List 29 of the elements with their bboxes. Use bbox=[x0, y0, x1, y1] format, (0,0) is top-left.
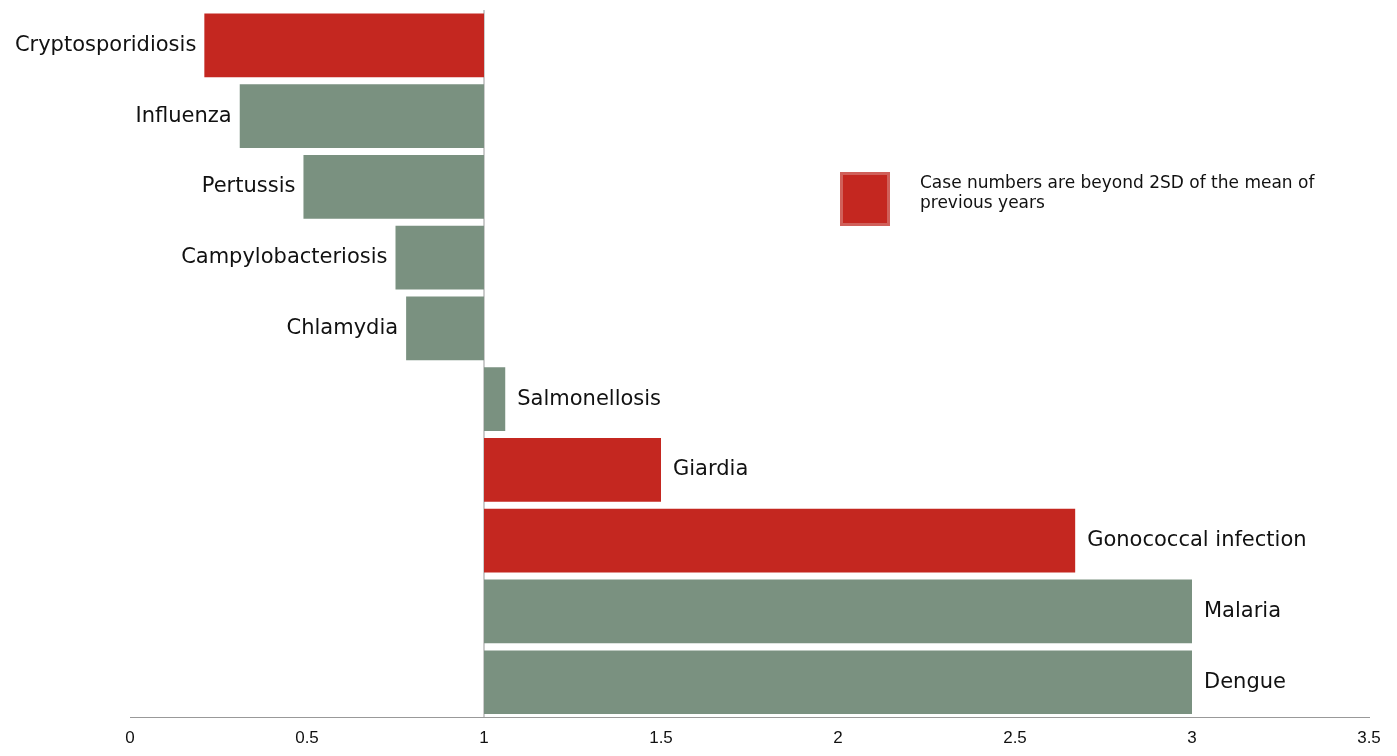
y-tick-label: Salmonellosis bbox=[517, 385, 662, 410]
x-tick-label: 2.5 bbox=[1003, 728, 1027, 748]
bar bbox=[484, 367, 506, 432]
bar bbox=[406, 296, 484, 361]
bar bbox=[484, 438, 661, 502]
bar bbox=[303, 155, 484, 219]
bar bbox=[204, 13, 484, 78]
bar bbox=[395, 225, 484, 290]
x-tick-label: 3.5 bbox=[1357, 728, 1381, 748]
y-tick-label: Gonococcal infection bbox=[1087, 527, 1307, 552]
x-tick-label: 0.5 bbox=[295, 728, 319, 748]
y-tick-label: Pertussis bbox=[201, 173, 296, 198]
x-tick-label: 1.5 bbox=[649, 728, 673, 748]
bar bbox=[239, 84, 484, 148]
y-tick-label: Malaria bbox=[1204, 597, 1282, 622]
bar bbox=[484, 508, 1076, 573]
y-tick-label: Dengue bbox=[1204, 668, 1286, 693]
y-tick-label: Cryptosporidiosis bbox=[14, 31, 197, 56]
text: Case numbers are beyond 2SD of the mean of previous years bbox=[920, 172, 1316, 214]
bar bbox=[484, 650, 1192, 715]
x-tick-label: 1 bbox=[479, 728, 489, 748]
x-tick-label: 2 bbox=[833, 728, 843, 748]
x-tick-label: 3 bbox=[1187, 728, 1197, 748]
y-tick-label: Giardia bbox=[673, 456, 749, 481]
y-tick-label: Chlamydia bbox=[286, 314, 399, 339]
x-tick-label: 0 bbox=[125, 728, 135, 748]
bar bbox=[484, 579, 1192, 644]
y-tick-label: Campylobacteriosis bbox=[181, 244, 388, 269]
y-tick-label: Influenza bbox=[135, 102, 232, 127]
